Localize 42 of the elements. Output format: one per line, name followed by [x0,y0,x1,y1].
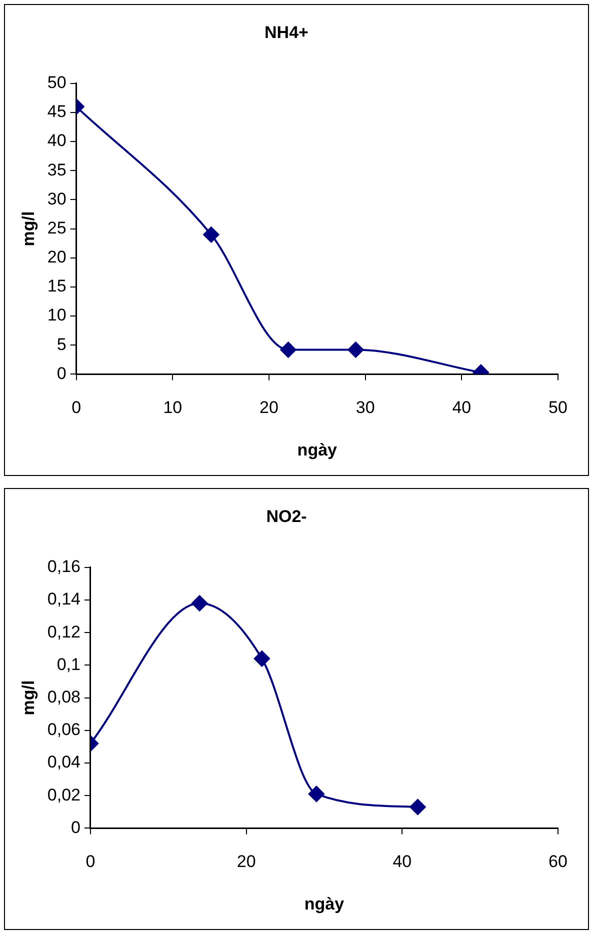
chart-title: NH4+ [264,22,309,42]
x-tick-label: 50 [548,398,568,418]
y-tick-label: 0,04 [47,752,80,772]
y-tick-label: 0 [71,818,80,837]
y-tick-label: 0,08 [47,687,80,706]
y-tick-label: 10 [47,306,66,325]
x-tick-label: 20 [260,398,278,418]
y-tick-label: 25 [47,218,66,238]
y-tick-label: 0,16 [47,557,80,576]
y-tick-label: 0,06 [47,720,80,740]
point [254,650,270,667]
y-tick-label: 20 [47,248,66,267]
x-tick-label: 20 [236,852,256,872]
point [410,799,426,816]
x-tick-label: 0 [86,852,96,872]
y-tick-label: 50 [47,73,66,92]
y-tick-label: 5 [56,334,66,354]
point [280,342,296,358]
y-tick-label: 15 [47,276,66,296]
x-axis-title: ngày [297,440,338,460]
point [308,786,324,802]
chart-title: NO2- [266,506,307,526]
y-tick-label: 0 [56,364,66,383]
y-tick-label: 0,12 [47,622,80,642]
y-tick-label: 45 [47,102,66,122]
point [348,342,364,358]
y-tick-label: 30 [47,189,66,208]
y-tick-label: 0,02 [47,785,80,804]
y-axis-title: mg/l [18,211,38,246]
y-tick-label: 0,1 [56,654,80,674]
x-tick-label: 40 [452,398,472,418]
x-tick-label: 40 [392,852,412,872]
y-tick-label: 35 [47,160,66,180]
point [203,226,220,243]
y-axis-title: mg/l [18,680,38,716]
y-tick-label: 0,14 [47,590,80,609]
x-tick-label: 30 [356,398,375,418]
x-axis-title: ngày [304,894,345,914]
x-tick-label: 10 [163,398,182,418]
point [192,595,208,612]
x-tick-label: 60 [548,852,568,872]
y-tick-label: 40 [47,131,66,150]
